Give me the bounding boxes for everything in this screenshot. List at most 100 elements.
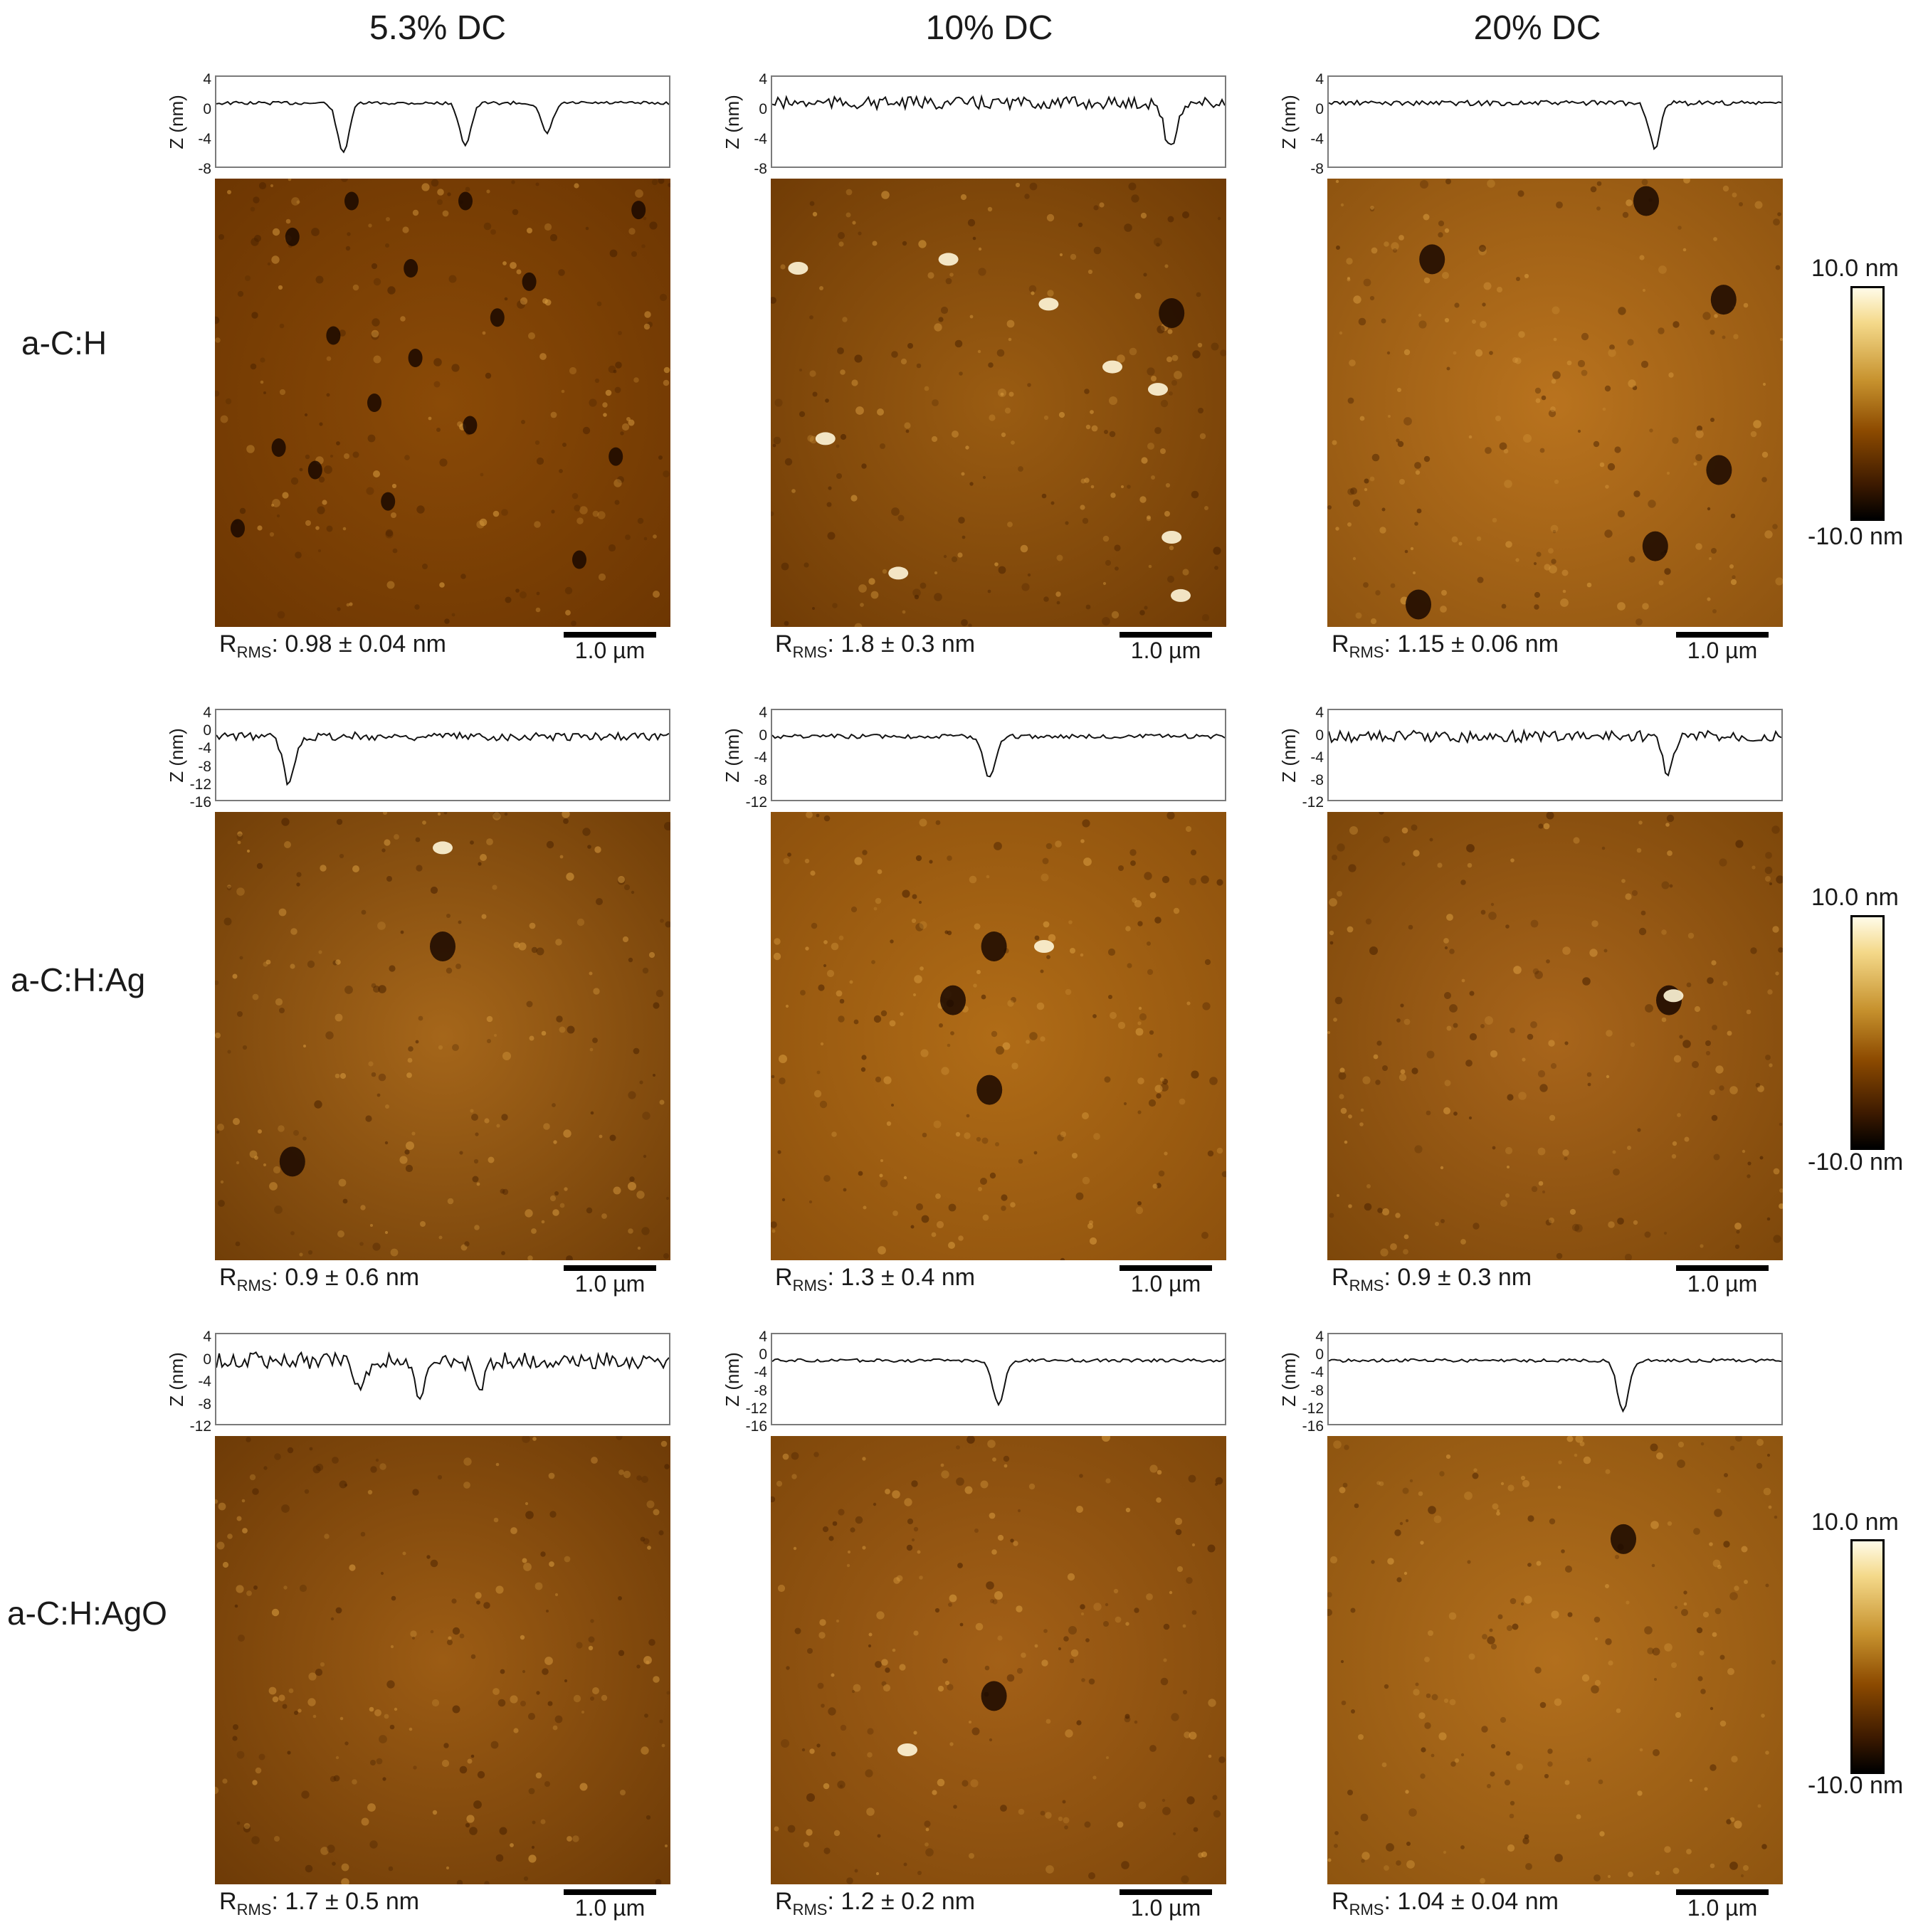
afm-texture-dot bbox=[641, 1746, 649, 1755]
afm-texture-dot bbox=[648, 1639, 655, 1646]
afm-texture-dot bbox=[1360, 1813, 1369, 1822]
afm-texture-dot bbox=[410, 1630, 417, 1637]
afm-texture-dot bbox=[233, 1724, 238, 1730]
line-profile-plot bbox=[771, 75, 1226, 168]
afm-texture-dot bbox=[330, 454, 334, 458]
afm-texture-dot bbox=[263, 391, 266, 394]
afm-texture-dot bbox=[1360, 1108, 1364, 1112]
afm-texture-dot bbox=[633, 377, 639, 383]
afm-texture-dot bbox=[1464, 1492, 1473, 1500]
afm-texture-dot bbox=[1403, 417, 1412, 426]
afm-texture-dot bbox=[1083, 857, 1092, 866]
afm-texture-dot bbox=[1021, 1652, 1026, 1658]
afm-texture-dot bbox=[1442, 272, 1449, 279]
afm-texture-dot bbox=[1616, 1708, 1621, 1714]
afm-texture-dot bbox=[413, 1765, 417, 1770]
surface-pit bbox=[631, 201, 646, 220]
afm-texture-dot bbox=[1719, 1085, 1724, 1091]
afm-texture-dot bbox=[866, 1807, 875, 1816]
afm-texture-dot bbox=[919, 921, 927, 929]
afm-texture-dot bbox=[1460, 1753, 1465, 1757]
afm-texture-dot bbox=[1075, 1192, 1084, 1200]
afm-texture-dot bbox=[967, 218, 976, 227]
afm-texture-dot bbox=[402, 226, 409, 233]
afm-texture-dot bbox=[836, 473, 842, 479]
afm-texture-dot bbox=[914, 975, 922, 983]
surface-pit bbox=[285, 227, 300, 246]
afm-texture-dot bbox=[812, 607, 815, 610]
afm-texture-dot bbox=[1524, 273, 1529, 279]
afm-texture-dot bbox=[339, 329, 346, 337]
column-header-20-dc: 20% DC bbox=[1473, 9, 1601, 47]
afm-texture-dot bbox=[637, 517, 644, 524]
afm-texture-dot bbox=[1106, 1756, 1109, 1759]
afm-texture-dot bbox=[969, 1721, 971, 1724]
afm-texture-dot bbox=[1735, 1436, 1742, 1442]
afm-texture-dot bbox=[1395, 1213, 1401, 1218]
rms-symbol: R bbox=[775, 1264, 793, 1291]
afm-texture-dot bbox=[1480, 909, 1486, 915]
afm-texture-dot bbox=[471, 1114, 478, 1121]
afm-texture-dot bbox=[391, 512, 396, 518]
height-profile-line bbox=[772, 1358, 1225, 1407]
afm-texture-dot bbox=[1004, 407, 1011, 414]
afm-texture-dot bbox=[317, 506, 325, 514]
afm-texture-dot bbox=[1157, 325, 1165, 334]
afm-texture-dot bbox=[821, 1704, 825, 1708]
afm-texture-dot bbox=[1337, 891, 1342, 897]
afm-texture-dot bbox=[1775, 577, 1783, 586]
line-profile-plot bbox=[1327, 709, 1783, 801]
afm-texture-dot bbox=[1361, 1859, 1365, 1863]
afm-texture-dot bbox=[1587, 1082, 1591, 1087]
afm-texture-dot bbox=[1431, 1694, 1438, 1701]
afm-texture-dot bbox=[215, 316, 220, 324]
afm-texture-dot bbox=[1196, 292, 1201, 297]
afm-texture-dot bbox=[1510, 1598, 1517, 1605]
afm-texture-dot bbox=[1080, 1604, 1085, 1610]
afm-texture-dot bbox=[1594, 1679, 1601, 1686]
afm-texture-dot bbox=[1507, 1166, 1510, 1168]
afm-texture-dot bbox=[1765, 852, 1772, 859]
z-tick-label: -16 bbox=[1302, 1418, 1324, 1435]
afm-texture-dot bbox=[1151, 475, 1155, 480]
z-tick-label: -12 bbox=[1302, 794, 1324, 811]
afm-texture-dot bbox=[1765, 1751, 1769, 1755]
afm-texture-dot bbox=[1515, 357, 1522, 364]
afm-texture-dot bbox=[773, 436, 781, 445]
afm-texture-dot bbox=[1747, 1174, 1751, 1178]
afm-texture-dot bbox=[902, 890, 910, 898]
afm-texture-dot bbox=[326, 393, 330, 397]
afm-texture-dot bbox=[1604, 529, 1613, 538]
afm-texture-dot bbox=[812, 211, 818, 217]
afm-texture-dot bbox=[903, 1862, 907, 1867]
afm-texture-dot bbox=[1512, 1623, 1519, 1630]
surface-pit bbox=[326, 326, 341, 345]
afm-texture-dot bbox=[1765, 1055, 1771, 1060]
afm-texture-dot bbox=[949, 1742, 954, 1746]
afm-texture-dot bbox=[319, 422, 323, 426]
afm-texture-dot bbox=[1695, 430, 1704, 438]
afm-texture-dot bbox=[1420, 180, 1428, 189]
afm-texture-dot bbox=[1666, 814, 1675, 823]
afm-texture-dot bbox=[843, 1188, 847, 1192]
afm-texture-dot bbox=[534, 521, 541, 528]
afm-texture-dot bbox=[1109, 396, 1117, 405]
afm-texture-dot bbox=[1340, 1659, 1344, 1664]
afm-texture-dot bbox=[1182, 211, 1189, 218]
afm-texture-dot bbox=[412, 1489, 419, 1496]
afm-texture-dot bbox=[1729, 1592, 1738, 1600]
afm-texture-dot bbox=[628, 1091, 636, 1099]
afm-texture-dot bbox=[336, 441, 340, 445]
afm-texture-dot bbox=[1527, 1033, 1534, 1040]
afm-texture-dot bbox=[1154, 917, 1161, 924]
afm-texture-dot bbox=[1460, 880, 1466, 885]
afm-texture-dot bbox=[582, 426, 591, 435]
afm-texture-dot bbox=[881, 1681, 887, 1686]
afm-texture-dot bbox=[528, 1713, 535, 1720]
afm-texture-dot bbox=[659, 1719, 663, 1724]
afm-texture-dot bbox=[947, 855, 952, 861]
afm-texture-dot bbox=[646, 1815, 651, 1820]
afm-texture-dot bbox=[1076, 1720, 1082, 1726]
afm-texture-dot bbox=[969, 482, 974, 486]
afm-texture-dot bbox=[1107, 948, 1116, 956]
